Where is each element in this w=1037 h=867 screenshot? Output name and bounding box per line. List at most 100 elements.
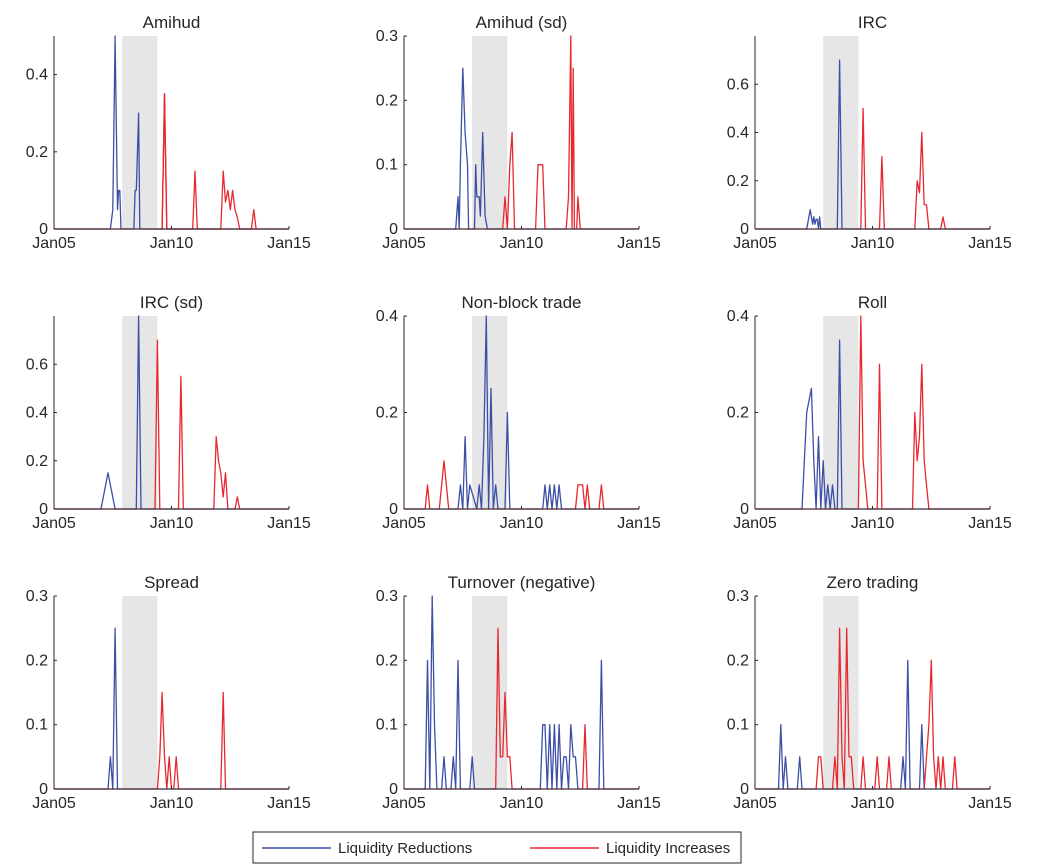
y-tick-label: 0.3 [376,28,398,45]
series-line-reductions [404,315,639,510]
y-tick-label: 0.4 [727,125,749,142]
chart-panel-2: Jan05 Jan10 Jan15 0 0.1 0.2 0.3 Amihud (sd) [376,13,661,252]
y-tick-label: 0.1 [376,717,398,734]
x-tick-label: Jan15 [968,515,1012,532]
crisis-shading [472,36,508,229]
y-tick-label: 0 [740,221,749,238]
chart-title: Amihud [143,13,201,32]
y-tick-label: 0.1 [26,717,48,734]
series-line-increases [54,93,289,230]
series-line-reductions [54,315,289,510]
legend: Liquidity Reductions Liquidity Increases [252,831,742,864]
chart-title: IRC [858,13,887,32]
x-tick-label: Jan05 [382,235,426,252]
series-line-increases [755,107,990,230]
x-tick-label: Jan05 [32,795,76,812]
crisis-shading [122,596,158,789]
series-line-increases-detail [159,93,257,230]
y-tick-label: 0.2 [26,652,48,669]
y-tick-label: 0.2 [727,405,749,422]
series-line-increases [54,691,289,790]
y-tick-label: 0 [740,501,749,518]
y-tick-label: 0.3 [376,588,398,605]
y-tick-label: 0.3 [727,588,749,605]
chart-title: Spread [144,573,199,592]
x-tick-label: Jan10 [500,515,544,532]
chart-title: Non-block trade [461,293,581,312]
x-tick-label: Jan05 [32,515,76,532]
series-line-reductions [755,659,990,790]
series-line-reductions [54,627,289,790]
chart-panel-5: Jan05 Jan10 Jan15 0 0.2 0.4 Non-block trade [376,293,661,532]
x-tick-label: Jan10 [150,795,194,812]
x-tick-label: Jan15 [968,795,1012,812]
series-line-reductions [755,339,990,510]
x-tick-label: Jan10 [851,795,895,812]
x-tick-label: Jan10 [851,235,895,252]
x-tick-label: Jan15 [267,795,311,812]
y-tick-label: 0.4 [727,308,749,325]
x-tick-label: Jan10 [500,795,544,812]
x-tick-label: Jan15 [267,235,311,252]
x-tick-label: Jan05 [733,235,777,252]
series-line-reductions [54,35,289,230]
series-line-reductions [404,67,639,230]
series-line-increases [755,627,990,790]
y-tick-label: 0 [740,781,749,798]
x-tick-label: Jan05 [382,795,426,812]
y-tick-label: 0.1 [376,157,398,174]
x-tick-label: Jan05 [733,795,777,812]
chart-title: IRC (sd) [140,293,203,312]
y-tick-label: 0.3 [26,588,48,605]
y-tick-label: 0.4 [26,405,48,422]
x-tick-label: Jan15 [617,515,661,532]
y-tick-label: 0.2 [26,453,48,470]
chart-panel-3: Jan05 Jan10 Jan15 0 0.2 0.4 0.6 IRC [727,13,1012,252]
y-tick-label: 0.4 [26,67,48,84]
chart-panel-7: Jan05 Jan10 Jan15 0 0.1 0.2 0.3 Spread [26,573,311,812]
y-tick-label: 0 [39,501,48,518]
y-tick-label: 0.2 [26,144,48,161]
y-tick-label: 0.2 [376,405,398,422]
chart-title: Roll [858,293,887,312]
y-tick-label: 0.6 [727,76,749,93]
y-tick-label: 0.2 [727,652,749,669]
x-tick-label: Jan10 [500,235,544,252]
legend-label-increases: Liquidity Increases [606,840,730,857]
series-line-increases [54,339,289,510]
y-tick-label: 0.4 [376,308,398,325]
x-tick-label: Jan15 [968,235,1012,252]
x-tick-label: Jan10 [851,515,895,532]
x-tick-label: Jan05 [733,515,777,532]
y-tick-label: 0 [39,221,48,238]
chart-panel-9: Jan05 Jan10 Jan15 0 0.1 0.2 0.3 Zero trading [727,573,1012,812]
y-tick-label: 0.6 [26,356,48,373]
y-tick-label: 0 [389,221,398,238]
x-tick-label: Jan10 [150,515,194,532]
chart-panel-4: Jan05 Jan10 Jan15 0 0.2 0.4 0.6 IRC (sd) [26,293,311,532]
x-tick-label: Jan15 [267,515,311,532]
crisis-shading [472,596,508,789]
legend-box [252,831,742,864]
x-tick-label: Jan05 [382,515,426,532]
chart-panel-1: Jan05 Jan10 Jan15 0 0.2 0.4 Amihud [26,13,311,252]
legend-label-reductions: Liquidity Reductions [338,840,472,857]
series-line-increases [404,35,639,230]
chart-title: Zero trading [827,573,919,592]
series-line-reductions [404,595,639,790]
y-tick-label: 0.2 [727,173,749,190]
series-line-reductions [755,59,990,230]
chart-panel-8: Jan05 Jan10 Jan15 0 0.1 0.2 0.3 Turnover (negat… [376,573,661,812]
chart-title: Amihud (sd) [476,13,568,32]
x-tick-label: Jan15 [617,235,661,252]
x-tick-label: Jan15 [617,795,661,812]
series-line-increases [755,315,990,510]
chart-title: Turnover (negative) [448,573,596,592]
y-tick-label: 0.1 [727,717,749,734]
y-tick-label: 0.2 [376,652,398,669]
y-tick-label: 0.2 [376,92,398,109]
x-tick-label: Jan10 [150,235,194,252]
series-line-increases [404,627,639,790]
